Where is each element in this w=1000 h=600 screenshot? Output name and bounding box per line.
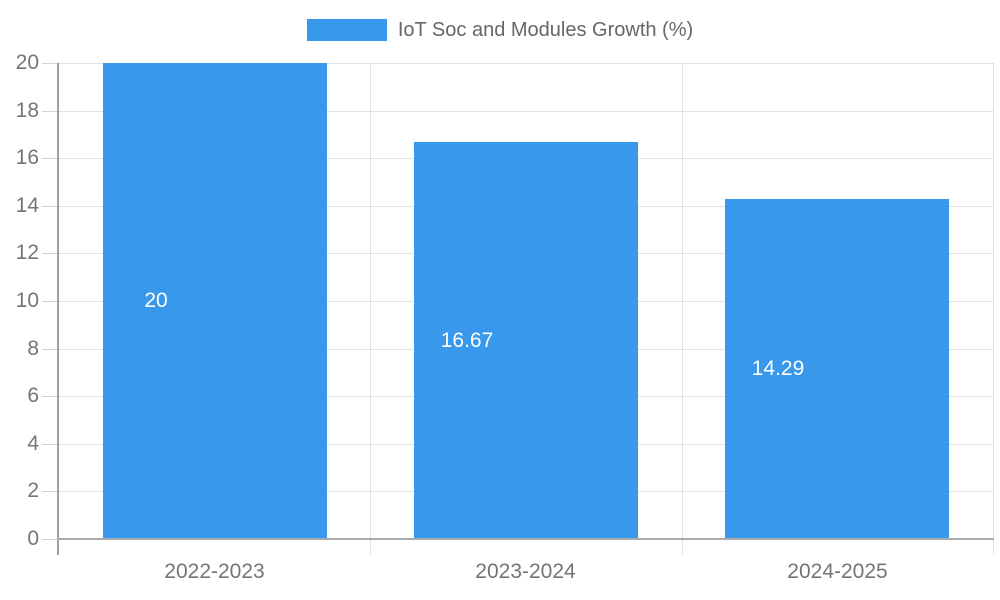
y-tick-mark bbox=[42, 491, 58, 492]
h-gridline bbox=[59, 111, 993, 112]
y-tick-mark bbox=[42, 301, 58, 302]
y-tick-label: 18 bbox=[15, 99, 39, 122]
y-tick-mark bbox=[42, 63, 58, 64]
v-gridline bbox=[682, 63, 683, 555]
legend-color-swatch bbox=[306, 19, 387, 41]
y-tick-label: 20 bbox=[15, 51, 39, 74]
legend-label: IoT Soc and Modules Growth (%) bbox=[397, 19, 694, 41]
legend-item[interactable]: IoT Soc and Modules Growth (%) bbox=[306, 19, 694, 41]
y-tick-label: 2 bbox=[27, 479, 39, 502]
x-tick-label: 2024-2025 bbox=[787, 560, 888, 583]
y-tick-mark bbox=[42, 253, 58, 254]
y-tick-label: 12 bbox=[15, 241, 39, 264]
bar-value-label: 16.67 bbox=[440, 328, 494, 352]
y-tick-mark bbox=[42, 539, 58, 540]
y-tick-label: 8 bbox=[27, 337, 39, 360]
y-tick-label: 10 bbox=[15, 289, 39, 312]
y-tick-mark bbox=[42, 111, 58, 112]
bar-value-label: 14.29 bbox=[751, 357, 805, 380]
y-tick-label: 6 bbox=[27, 384, 39, 407]
bar-value-label: 20 bbox=[144, 289, 168, 312]
y-axis-line bbox=[57, 63, 59, 555]
bar-2023-2024 bbox=[414, 142, 638, 539]
x-axis-line bbox=[57, 538, 994, 540]
y-tick-mark bbox=[42, 396, 58, 397]
x-tick-label: 2023-2024 bbox=[475, 560, 576, 583]
y-tick-label: 14 bbox=[15, 194, 39, 217]
bar-2024-2025 bbox=[725, 199, 949, 539]
bar-2022-2023 bbox=[103, 63, 327, 539]
y-tick-mark bbox=[42, 349, 58, 350]
h-gridline bbox=[59, 63, 993, 64]
y-tick-mark bbox=[42, 444, 58, 445]
y-tick-mark bbox=[42, 158, 58, 159]
v-gridline bbox=[993, 63, 994, 555]
y-tick-label: 4 bbox=[27, 432, 39, 455]
y-tick-mark bbox=[42, 206, 58, 207]
y-tick-label: 16 bbox=[15, 146, 39, 169]
chart-legend: IoT Soc and Modules Growth (%) bbox=[0, 19, 1000, 41]
y-tick-label: 0 bbox=[27, 527, 39, 550]
plot-area bbox=[59, 63, 994, 555]
x-tick-label: 2022-2023 bbox=[164, 560, 265, 583]
v-gridline bbox=[370, 63, 371, 555]
